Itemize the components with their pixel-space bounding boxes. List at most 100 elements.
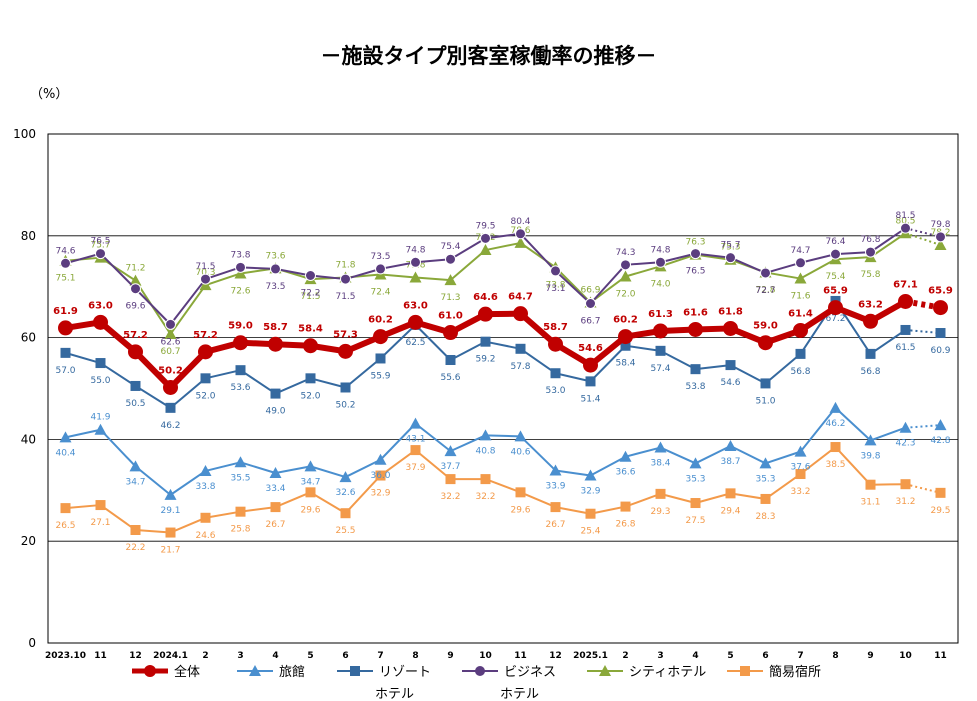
data-point [163, 379, 178, 395]
data-label: 33.2 [790, 487, 810, 497]
data-label: 73.1 [545, 284, 565, 294]
data-label: 25.4 [580, 527, 600, 537]
data-point [899, 421, 912, 433]
data-point [900, 222, 911, 234]
data-label: 73.5 [370, 252, 390, 262]
data-label: 75.1 [55, 274, 75, 284]
data-point [198, 344, 213, 360]
data-label: 71.3 [440, 293, 460, 303]
data-label: 25.5 [335, 526, 355, 536]
data-label: 75.3 [720, 243, 740, 253]
data-point [760, 267, 771, 279]
data-label: 71.6 [790, 292, 810, 302]
data-label: 49.0 [265, 407, 285, 417]
data-label: 61.9 [53, 306, 78, 317]
data-label: 66.7 [580, 316, 600, 326]
data-label: 62.5 [405, 338, 425, 348]
data-label: 41.9 [90, 413, 110, 423]
data-label: 61.4 [788, 308, 813, 319]
x-tick-label: 11 [934, 651, 947, 661]
data-point [690, 364, 701, 375]
legend-label: ホテル [500, 687, 539, 701]
data-label: 59.0 [753, 321, 778, 332]
data-point [655, 256, 666, 268]
data-label: 32.2 [475, 492, 495, 502]
data-label: 37.9 [405, 463, 425, 473]
data-label: 72.6 [230, 286, 250, 296]
data-point [480, 336, 491, 347]
x-tick-label: 2023.10 [45, 651, 86, 661]
data-label: 33.9 [545, 481, 565, 491]
data-label: 63.0 [88, 300, 113, 311]
x-tick-label: 12 [129, 651, 142, 661]
data-label: 79.8 [930, 220, 950, 230]
data-point [794, 445, 807, 457]
data-label: 72.0 [615, 290, 635, 300]
data-point [829, 401, 842, 413]
data-label: 26.7 [265, 520, 285, 530]
data-label: 75.4 [440, 242, 460, 252]
data-point [270, 388, 281, 399]
data-point [129, 274, 142, 286]
data-label: 72.2 [300, 289, 320, 299]
data-point [95, 500, 106, 511]
data-label: 22.2 [125, 543, 145, 553]
data-point [199, 464, 212, 476]
data-point [830, 442, 841, 453]
data-label: 57.2 [123, 330, 148, 341]
data-point [165, 527, 176, 538]
data-point [58, 320, 73, 336]
y-tick-label: 100 [13, 127, 36, 141]
plot-frame [47, 133, 959, 644]
data-point [305, 270, 316, 282]
legend-marker [740, 666, 750, 676]
x-tick-label: 2025.1 [573, 651, 608, 661]
data-label: 76.3 [685, 238, 705, 248]
data-point [585, 297, 596, 309]
data-point [444, 445, 457, 457]
data-label: 50.5 [125, 399, 145, 409]
data-point [95, 358, 106, 369]
data-label: 55.6 [440, 373, 460, 383]
series-line-dotted [905, 227, 941, 238]
data-label: 60.7 [160, 347, 180, 357]
data-point [653, 323, 668, 339]
data-point [375, 353, 386, 364]
data-point [654, 441, 667, 453]
legend-marker [144, 665, 156, 677]
data-label: 29.3 [650, 507, 670, 517]
data-point [618, 329, 633, 345]
data-point [164, 328, 177, 340]
data-label: 56.8 [860, 367, 880, 377]
data-label: 52.0 [300, 391, 320, 401]
data-point [865, 246, 876, 258]
data-point [130, 283, 141, 295]
data-point [305, 373, 316, 384]
x-tick-label: 7 [377, 651, 383, 661]
legend-marker [350, 666, 360, 676]
data-point [444, 274, 457, 286]
data-point [60, 347, 71, 358]
legend-marker [475, 666, 485, 676]
data-label: 72.8 [755, 285, 775, 295]
data-point [130, 525, 141, 536]
data-label: 76.4 [825, 237, 845, 247]
data-label: 27.1 [90, 518, 110, 528]
data-point [550, 265, 561, 277]
data-label: 32.9 [370, 489, 390, 499]
data-label: 65.9 [928, 286, 953, 297]
data-point [688, 321, 703, 337]
data-point [60, 257, 71, 269]
data-label: 61.6 [683, 307, 708, 318]
data-point [865, 479, 876, 490]
legend-marker [249, 665, 261, 676]
data-point [725, 488, 736, 499]
data-label: 54.6 [578, 343, 603, 354]
data-label: 28.3 [755, 512, 775, 522]
data-point [550, 502, 561, 513]
data-label: 24.6 [195, 531, 215, 541]
data-label: 71.5 [300, 292, 320, 302]
data-label: 33.4 [265, 484, 285, 494]
data-label: 57.4 [650, 364, 670, 374]
